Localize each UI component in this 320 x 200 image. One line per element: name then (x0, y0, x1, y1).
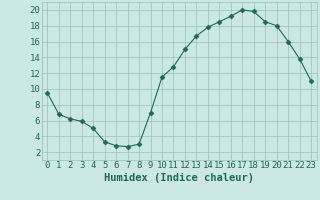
X-axis label: Humidex (Indice chaleur): Humidex (Indice chaleur) (104, 173, 254, 183)
